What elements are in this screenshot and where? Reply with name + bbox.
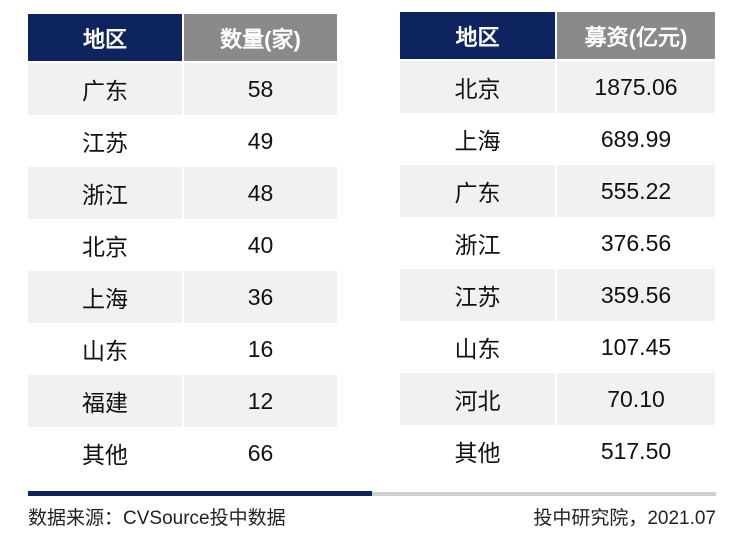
value-cell: 58 xyxy=(184,61,337,115)
table-row: 福建 12 xyxy=(28,375,337,427)
table-row: 江苏 49 xyxy=(28,115,337,167)
table-row: 其他 517.50 xyxy=(400,425,715,477)
header-count: 数量(家) xyxy=(184,14,337,61)
region-cell: 江苏 xyxy=(28,115,182,167)
table-row: 浙江 376.56 xyxy=(400,217,715,269)
region-cell: 北京 xyxy=(400,59,555,113)
table-row: 北京 1875.06 xyxy=(400,59,715,113)
value-cell: 689.99 xyxy=(557,113,715,165)
value-cell: 555.22 xyxy=(557,165,715,217)
header-fundraising: 募资(亿元) xyxy=(557,12,715,59)
region-cell: 江苏 xyxy=(400,269,555,321)
table-row: 河北 70.10 xyxy=(400,373,715,425)
data-source: 数据来源：CVSource投中数据 xyxy=(28,508,286,529)
region-cell: 上海 xyxy=(28,271,182,323)
table-row: 上海 689.99 xyxy=(400,113,715,165)
region-cell: 广东 xyxy=(28,61,182,115)
region-cell: 浙江 xyxy=(400,217,555,269)
value-cell: 70.10 xyxy=(557,373,715,425)
value-cell: 36 xyxy=(184,271,337,323)
value-cell: 66 xyxy=(184,427,337,479)
region-cell: 上海 xyxy=(400,113,555,165)
table-row: 上海 36 xyxy=(28,271,337,323)
table-row: 广东 58 xyxy=(28,61,337,115)
value-cell: 48 xyxy=(184,167,337,219)
region-cell: 其他 xyxy=(400,425,555,477)
footer-divider-light xyxy=(372,492,716,496)
region-cell: 福建 xyxy=(28,375,182,427)
table-row: 浙江 48 xyxy=(28,167,337,219)
region-cell: 山东 xyxy=(400,321,555,373)
region-count-table: 地区 数量(家) 广东 58 江苏 49 浙江 48 北京 40 上海 36 山东 16 福建 12 其他 6… xyxy=(26,14,339,479)
value-cell: 359.56 xyxy=(557,269,715,321)
value-cell: 12 xyxy=(184,375,337,427)
value-cell: 49 xyxy=(184,115,337,167)
value-cell: 40 xyxy=(184,219,337,271)
table-row: 山东 107.45 xyxy=(400,321,715,373)
table-row: 广东 555.22 xyxy=(400,165,715,217)
table-row: 山东 16 xyxy=(28,323,337,375)
region-cell: 北京 xyxy=(28,219,182,271)
table-row: 其他 66 xyxy=(28,427,337,479)
footer-divider-dark xyxy=(28,491,372,496)
region-cell: 其他 xyxy=(28,427,182,479)
header-region: 地区 xyxy=(28,14,182,61)
table-row: 北京 40 xyxy=(28,219,337,271)
value-cell: 1875.06 xyxy=(557,59,715,113)
header-region: 地区 xyxy=(400,12,555,59)
value-cell: 517.50 xyxy=(557,425,715,477)
region-cell: 河北 xyxy=(400,373,555,425)
value-cell: 16 xyxy=(184,323,337,375)
publisher-date: 投中研究院，2021.07 xyxy=(533,508,716,529)
region-cell: 广东 xyxy=(400,165,555,217)
value-cell: 107.45 xyxy=(557,321,715,373)
table-row: 江苏 359.56 xyxy=(400,269,715,321)
region-fundraising-table: 地区 募资(亿元) 北京 1875.06 上海 689.99 广东 555.22 浙江 376… xyxy=(398,12,717,477)
value-cell: 376.56 xyxy=(557,217,715,269)
region-cell: 山东 xyxy=(28,323,182,375)
region-cell: 浙江 xyxy=(28,167,182,219)
